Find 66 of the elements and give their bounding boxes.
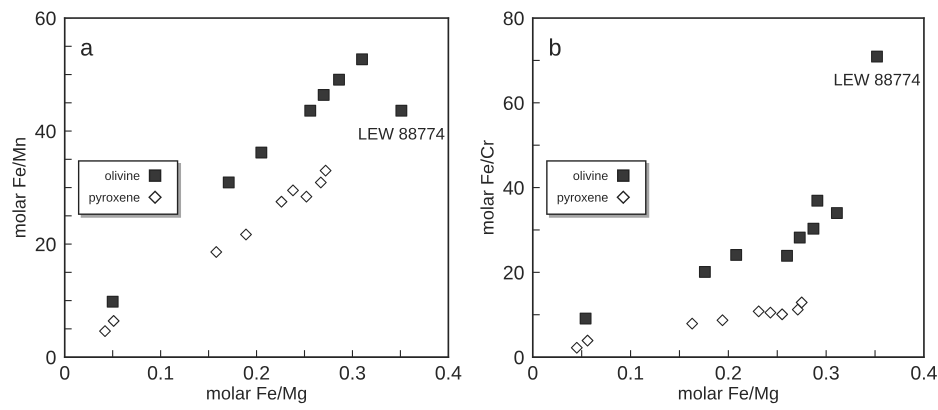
point xyxy=(776,308,788,320)
point xyxy=(108,315,120,327)
point xyxy=(320,164,332,177)
point xyxy=(106,296,119,308)
y-tick-label: 20 xyxy=(504,266,524,280)
legend-label: pyroxene xyxy=(89,194,140,204)
point xyxy=(99,325,111,338)
point xyxy=(304,104,316,117)
legend-label: olivine xyxy=(105,170,140,180)
x-tick-label: 0 xyxy=(528,366,538,380)
point xyxy=(570,342,583,354)
point xyxy=(222,176,235,188)
point xyxy=(356,53,368,66)
x-tick-label: 0.1 xyxy=(148,366,174,380)
point xyxy=(830,207,843,219)
point xyxy=(314,176,327,188)
point xyxy=(333,74,345,86)
x-axis-title: molar Fe/Mg xyxy=(678,386,778,404)
x-tick-label: 0.4 xyxy=(911,366,937,380)
x-tick-label: 0.2 xyxy=(716,366,741,380)
point xyxy=(730,249,742,261)
text: a xyxy=(81,42,94,56)
y-tick-label: 60 xyxy=(36,12,56,26)
point xyxy=(794,232,806,244)
point xyxy=(582,334,594,347)
point xyxy=(300,190,312,203)
x-axis-title: molar Fe/Mg xyxy=(207,386,306,404)
point xyxy=(210,246,222,258)
y-axis-title: molar Fe/Cr xyxy=(480,140,494,234)
point xyxy=(395,104,408,117)
point xyxy=(318,88,330,101)
point xyxy=(580,312,592,324)
point xyxy=(752,305,765,318)
point xyxy=(796,296,808,308)
annotation: LEW 88774 xyxy=(359,128,444,140)
y-tick-label: 20 xyxy=(36,238,56,252)
x-tick-label: 0.3 xyxy=(340,366,366,380)
point xyxy=(764,306,776,319)
y-tick-label: 60 xyxy=(504,96,524,110)
point xyxy=(698,266,711,278)
y-tick-label: 40 xyxy=(35,124,56,138)
y-tick-label: 80 xyxy=(504,12,524,26)
y-tick-label: 40 xyxy=(503,181,524,195)
y-axis-title: molar Fe/Mn xyxy=(12,138,26,238)
annotation: LEW 88774 xyxy=(834,74,920,86)
x-tick-label: 0.4 xyxy=(436,366,462,380)
y-tick-label: 0 xyxy=(46,350,56,364)
legend-label: olivine xyxy=(573,170,608,180)
point xyxy=(781,250,793,262)
point xyxy=(792,304,804,316)
point xyxy=(240,228,252,240)
y-tick-label: 0 xyxy=(514,350,524,364)
point xyxy=(255,146,268,158)
x-tick-label: 0.1 xyxy=(618,366,644,380)
x-tick-label: 0.3 xyxy=(813,366,839,380)
point xyxy=(871,50,883,63)
point xyxy=(808,222,820,235)
legend-label: pyroxene xyxy=(558,194,608,204)
text: b xyxy=(550,38,561,56)
point xyxy=(287,184,299,196)
point xyxy=(686,318,698,330)
point xyxy=(811,194,824,207)
point xyxy=(276,196,288,208)
point xyxy=(716,314,728,326)
x-tick-label: 0 xyxy=(60,366,70,380)
x-tick-label: 0.2 xyxy=(244,366,270,380)
